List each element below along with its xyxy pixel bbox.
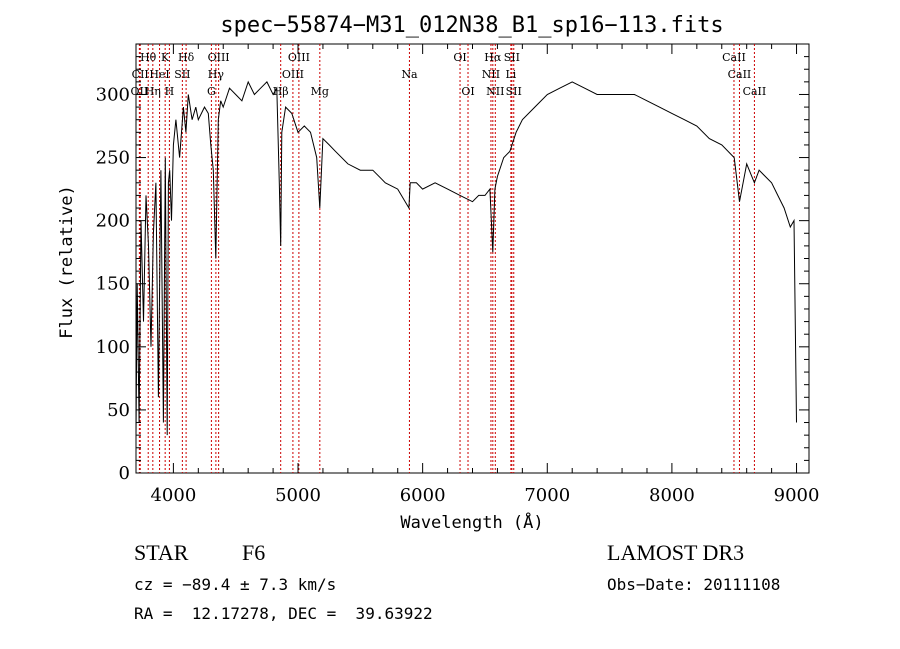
object-class: STAR xyxy=(134,540,189,565)
x-tick-label: 5000 xyxy=(275,485,321,506)
line-marker-label: Hα xyxy=(484,51,502,64)
line-marker-label: SII xyxy=(174,68,190,81)
line-marker-label: OIII xyxy=(288,51,310,64)
line-marker-label: CaII xyxy=(743,85,767,98)
coordinates-readout: RA = 12.17278, DEC = 39.63922 xyxy=(134,604,433,623)
line-marker-label: Li xyxy=(505,68,516,81)
y-axis-label: Flux (relative) xyxy=(57,185,77,339)
y-tick-label: 250 xyxy=(96,148,130,169)
plot-frame xyxy=(135,43,810,474)
line-marker-label: OIII xyxy=(208,51,230,64)
x-axis: 4000 5000 6000 7000 8000 9000 xyxy=(150,44,819,506)
line-marker-label: NII xyxy=(482,68,500,81)
x-axis-label: Wavelength (Å) xyxy=(400,511,543,533)
y-tick-label: 150 xyxy=(96,274,130,295)
line-marker-label: Hθ xyxy=(140,51,157,64)
line-marker-label: CaII xyxy=(728,68,752,81)
line-markers xyxy=(138,44,755,473)
x-tick-label: 6000 xyxy=(400,485,446,506)
line-marker-label: CaII xyxy=(722,51,746,64)
y-tick-label: 0 xyxy=(119,463,130,484)
line-marker-labels: HθOIICIIHηHeIKHSIIHδGOIIIHγHβOIIIOIIIMgN… xyxy=(131,51,767,98)
line-marker-label: NII xyxy=(486,85,504,98)
line-marker-label: Hδ xyxy=(178,51,195,64)
observation-date: Obs−Date: 20111108 xyxy=(607,575,781,594)
line-marker-label: Mg xyxy=(311,85,329,98)
survey-name: LAMOST DR3 xyxy=(607,540,745,565)
y-tick-label: 300 xyxy=(96,84,130,105)
line-marker-label: OIII xyxy=(282,68,304,81)
spectrum-plot: spec−55874−M31_012N38_B1_sp16−113.fits H… xyxy=(57,13,819,533)
line-marker-label: Hη xyxy=(145,85,161,98)
y-tick-label: 100 xyxy=(96,337,130,358)
x-tick-label: 4000 xyxy=(150,485,196,506)
object-subclass: F6 xyxy=(242,540,266,565)
line-marker-label: OI xyxy=(461,85,474,98)
line-marker-label: SII xyxy=(506,85,522,98)
line-marker-label: OI xyxy=(453,51,466,64)
line-marker-label: CII xyxy=(132,68,149,81)
line-marker-label: H xyxy=(165,85,175,98)
y-tick-label: 50 xyxy=(107,400,130,421)
x-tick-label: 9000 xyxy=(774,485,820,506)
y-tick-label: 200 xyxy=(96,211,130,232)
line-marker-label: Na xyxy=(401,68,418,81)
line-marker-label: SII xyxy=(504,51,520,64)
line-marker-label: K xyxy=(161,51,170,64)
line-marker-label: Hγ xyxy=(208,68,225,81)
line-marker-label: G xyxy=(207,85,216,98)
chart-title: spec−55874−M31_012N38_B1_sp16−113.fits xyxy=(220,13,723,38)
x-tick-label: 8000 xyxy=(649,485,695,506)
spectrum-line xyxy=(135,80,797,436)
line-marker-label: HeI xyxy=(149,68,169,81)
y-axis: 0 50 100 150 200 250 300 xyxy=(96,43,809,484)
redshift-readout: cz = −89.4 ± 7.3 km/s xyxy=(134,575,337,594)
x-tick-label: 7000 xyxy=(524,485,570,506)
